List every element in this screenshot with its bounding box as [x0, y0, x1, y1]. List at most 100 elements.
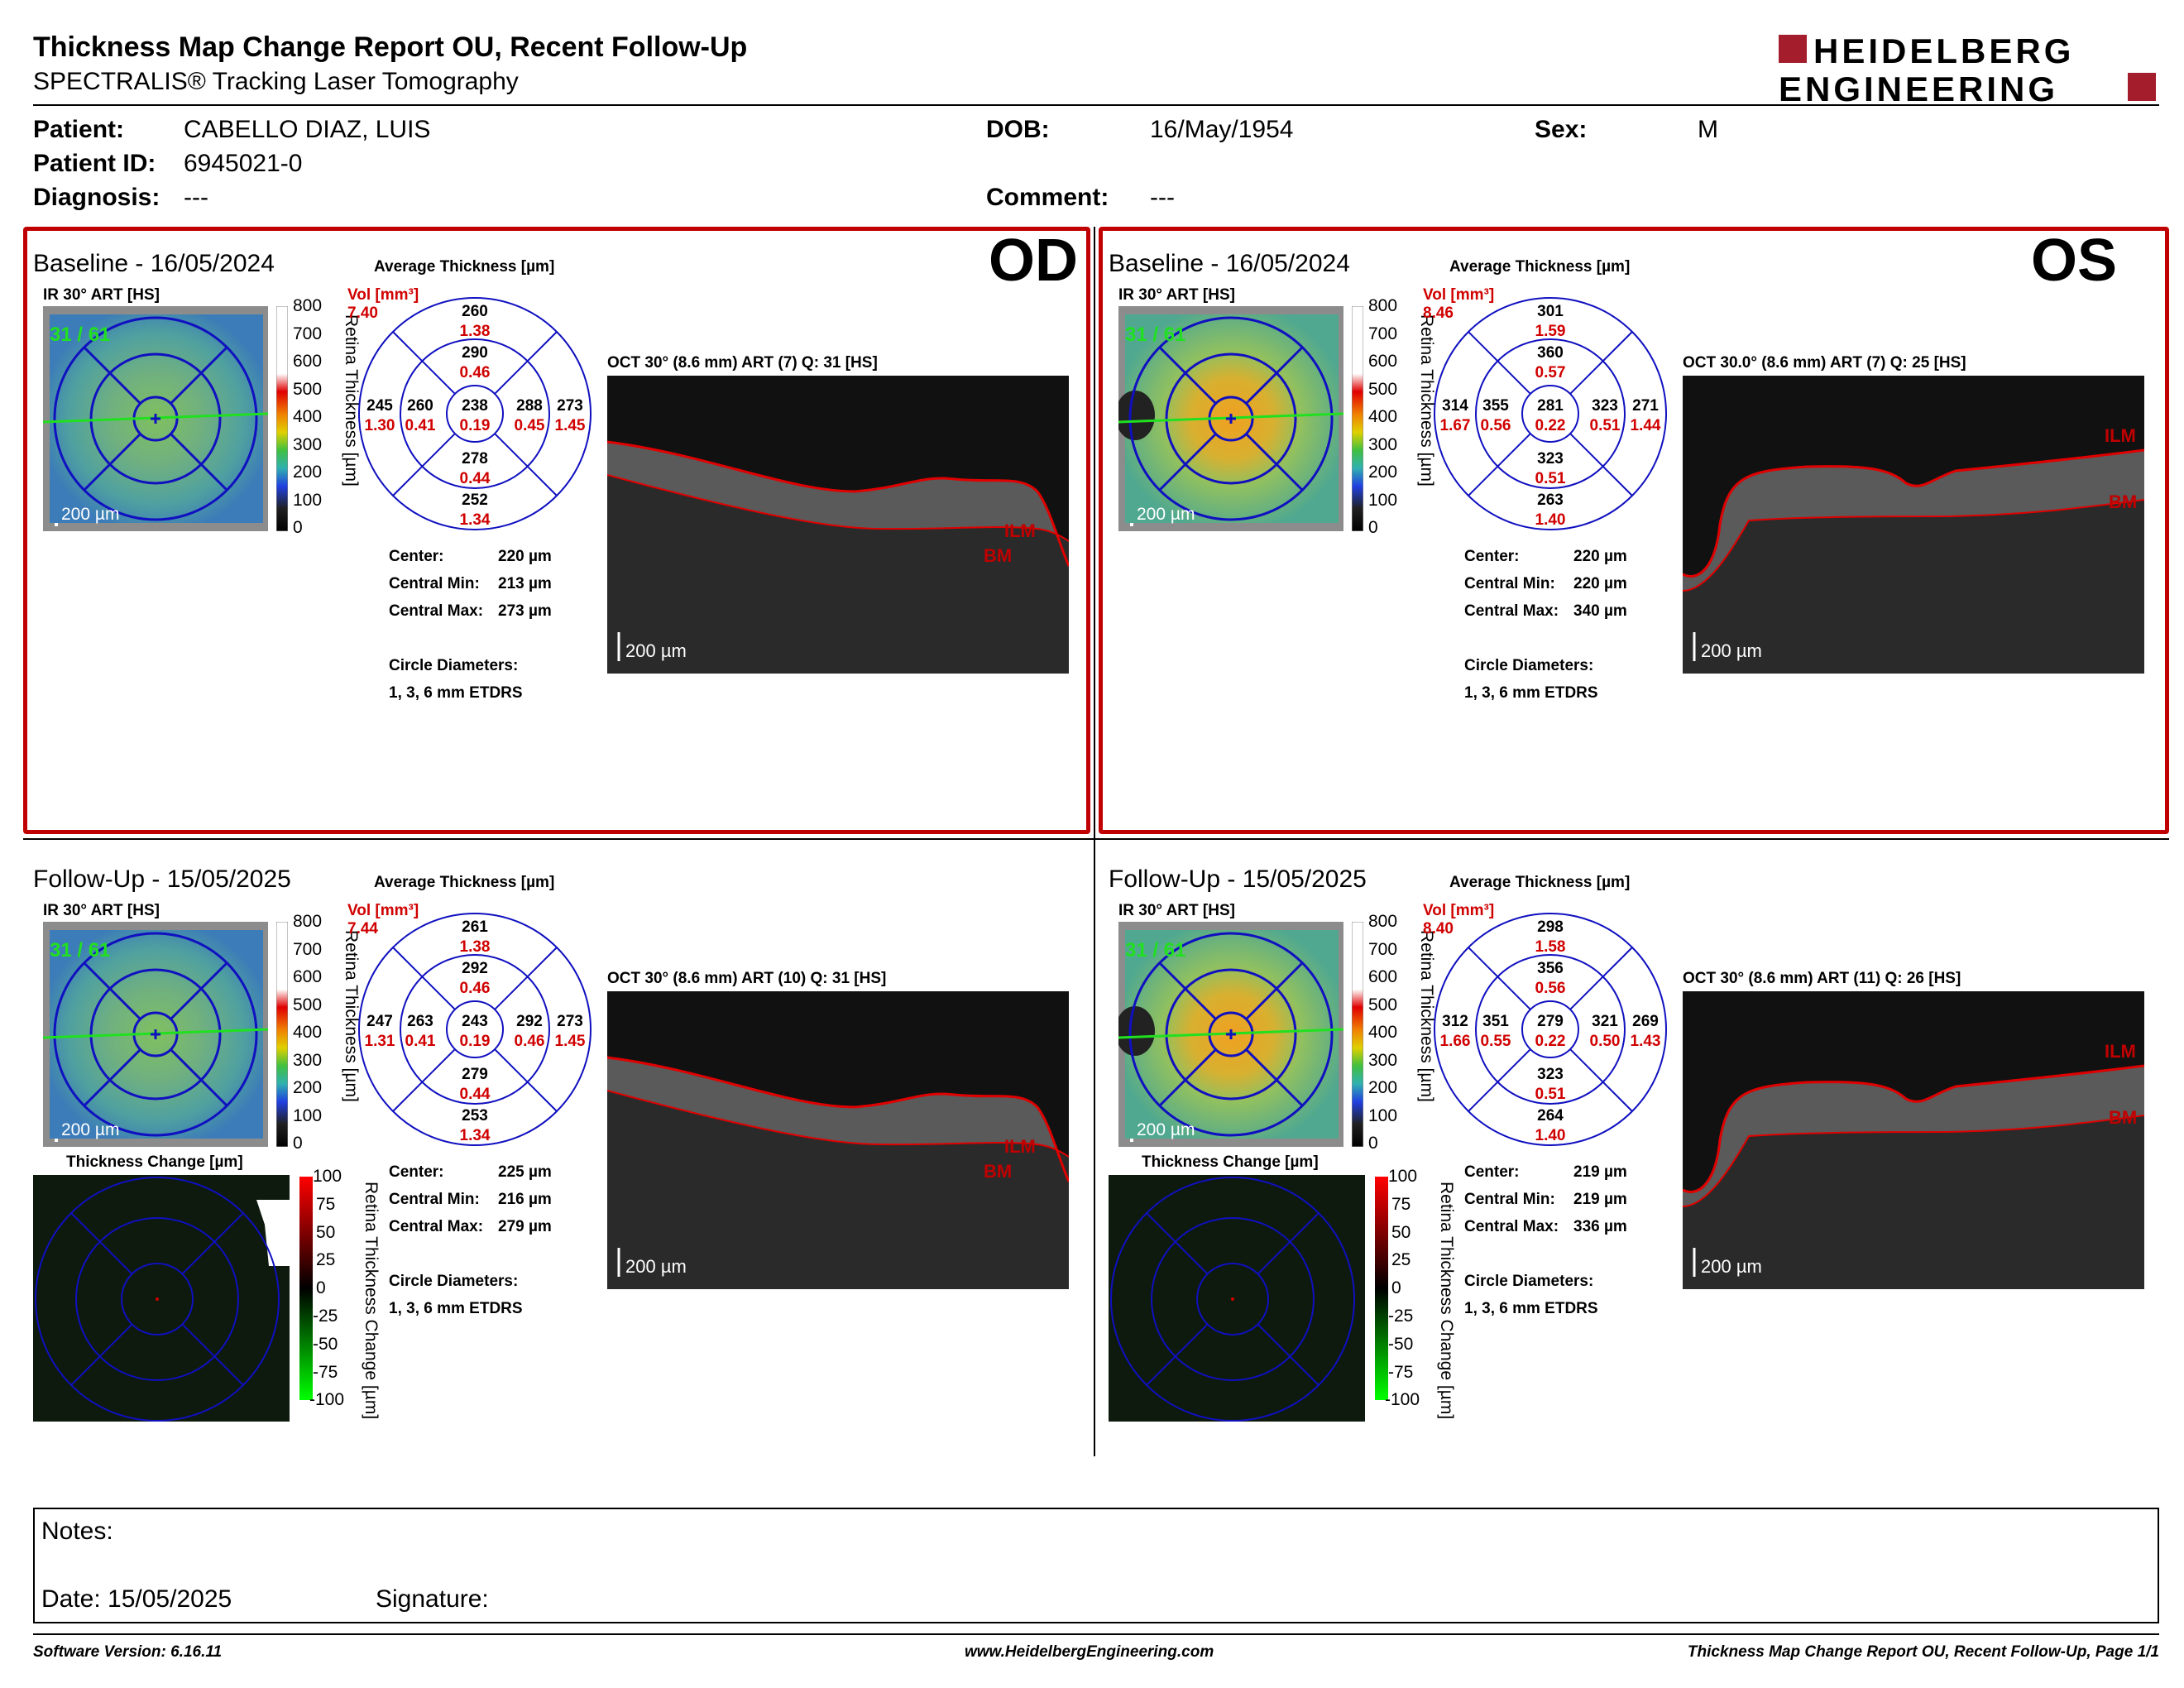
od_follow-center-value: 225 µm [498, 1163, 552, 1181]
od_baseline-ir-label: IR 30° ART [HS] [43, 286, 160, 304]
od_follow-avg-label: Average Thickness [µm] [374, 874, 555, 891]
od_baseline-grid-thick-outer-n: 273 [557, 397, 583, 415]
heidelberg-logo: HEIDELBERG ENGINEERING [1779, 31, 2156, 106]
od_baseline-oct-bscan: ILM BM 200 µm [607, 376, 1069, 674]
os_follow-colorbar-tick: 700 [1368, 939, 1398, 959]
os_baseline-grid-thick-center: 281 [1537, 397, 1564, 415]
os_follow-colorbar-tick: 400 [1368, 1023, 1398, 1042]
od_baseline-grid-thick-outer-t: 245 [366, 397, 393, 415]
os_baseline-grid-thick-inner-n: 323 [1592, 397, 1618, 415]
od_follow-circle-label: Circle Diameters: [389, 1273, 519, 1290]
od_follow-change-tick: 0 [316, 1278, 326, 1298]
od_follow-oct-label: OCT 30° (8.6 mm) ART (10) Q: 31 [HS] [607, 970, 887, 987]
os_follow-circle-value: 1, 3, 6 mm ETDRS [1464, 1300, 1598, 1317]
os_follow-ir-scale: 200 µm [1137, 1120, 1195, 1139]
os_baseline-grid-thick-inner-i: 323 [1537, 450, 1564, 468]
os_baseline-eye-label: OS [2031, 228, 2118, 294]
od_follow-grid-vol-inner-t: 0.41 [405, 1033, 436, 1050]
os_baseline-grid-thick-inner-s: 360 [1537, 344, 1564, 362]
od_baseline-colorbar-tick: 200 [293, 463, 323, 482]
os_baseline-colorbar-tick: 600 [1368, 352, 1398, 371]
od_baseline-ir-thickness-map: 31 / 61 200 µm [43, 306, 268, 531]
od_baseline-vol-total: 7.40 [347, 305, 378, 322]
os_baseline-colorbar-tick: 0 [1368, 518, 1378, 537]
os_follow-grid-vol-inner-i: 0.51 [1535, 1086, 1566, 1103]
od_follow-change-tick: -100 [309, 1390, 345, 1410]
od_follow-bm-label: BM [984, 1161, 1012, 1182]
report-subtitle: SPECTRALIS® Tracking Laser Tomography [33, 68, 519, 95]
od_follow-grid-thick-inner-i: 279 [462, 1066, 488, 1083]
os_follow-ir-thickness-map: 31 / 61 200 µm [1118, 922, 1343, 1147]
os_follow-colorbar-tick: 0 [1368, 1134, 1378, 1153]
comment-label: Comment: [986, 184, 1109, 211]
website-link[interactable]: www.HeidelbergEngineering.com [965, 1643, 1214, 1661]
od_baseline-thickness-colorbar [276, 306, 288, 531]
od_baseline-grid-thick-outer-s: 260 [462, 303, 488, 320]
od_follow-grid-vol-outer-t: 1.31 [365, 1033, 395, 1050]
od_baseline-cmax-value: 273 µm [498, 602, 552, 620]
os_follow-colorbar-tick: 600 [1368, 967, 1398, 986]
od_baseline-cmax-label: Central Max: [389, 602, 484, 620]
od_baseline-oct-label: OCT 30° (8.6 mm) ART (7) Q: 31 [HS] [607, 354, 878, 372]
os_follow-thickness-change-map [1109, 1175, 1365, 1422]
od_follow-grid-vol-outer-s: 1.38 [460, 938, 491, 956]
od_baseline-colorbar-tick: 500 [293, 379, 323, 399]
od_follow-change-bar-title: Retina Thickness Change [µm] [362, 1182, 381, 1420]
od_baseline-avg-label: Average Thickness [µm] [374, 258, 555, 276]
os_follow-grid-thick-inner-t: 351 [1482, 1013, 1509, 1030]
od_baseline-colorbar-tick: 100 [293, 490, 323, 510]
os_follow-grid-vol-inner-s: 0.56 [1535, 980, 1566, 997]
os_baseline-colorbar-tick: 100 [1368, 490, 1398, 510]
os_follow-colorbar-tick: 200 [1368, 1078, 1398, 1097]
os_baseline-grid-thick-outer-i: 263 [1537, 492, 1564, 509]
os_baseline-grid-vol-outer-t: 1.67 [1440, 417, 1471, 434]
os_baseline-grid-vol-center: 0.22 [1535, 417, 1566, 434]
notes-box [33, 1508, 2159, 1623]
os_follow-grid-vol-outer-n: 1.43 [1631, 1033, 1661, 1050]
os_baseline-center-label: Center: [1464, 548, 1520, 565]
patient-id-label: Patient ID: [33, 150, 156, 177]
od_follow-colorbar-tick: 200 [293, 1078, 323, 1097]
od_follow-colorbar-tick: 700 [293, 939, 323, 959]
od_baseline-grid-vol-center: 0.19 [460, 417, 491, 434]
os_baseline-title: Baseline - 16/05/2024 [1109, 250, 1350, 277]
os_follow-change-tick: -75 [1388, 1362, 1414, 1382]
os_follow-grid-vol-outer-t: 1.66 [1440, 1033, 1471, 1050]
os_follow-vol-label: Vol [mm³] [1423, 902, 1495, 919]
os_follow-etdrs-grid: 279 0.22 356 0.56 323 0.51 351 0.55 321 0.50 298 1.… [1434, 913, 1667, 1146]
od_baseline-grid-thick-inner-t: 260 [407, 397, 433, 415]
os_baseline-cmin-value: 220 µm [1573, 575, 1627, 592]
od_follow-thickness-change-map [33, 1175, 290, 1422]
od-baseline-frame [23, 227, 1090, 834]
od_follow-change-tick: 75 [316, 1194, 336, 1214]
os_baseline-cmax-value: 340 µm [1573, 602, 1627, 620]
os_follow-change-tick: 50 [1391, 1222, 1411, 1242]
od_follow-ir-count: 31 / 61 [50, 939, 110, 961]
os_follow-title: Follow-Up - 15/05/2025 [1109, 866, 1367, 893]
os_baseline-grid-thick-outer-t: 314 [1442, 397, 1468, 415]
od_follow-colorbar-tick: 0 [293, 1134, 303, 1153]
os_baseline-thickness-colorbar [1352, 306, 1363, 531]
os_follow-grid-vol-inner-n: 0.50 [1590, 1033, 1621, 1050]
od_baseline-grid-thick-inner-n: 288 [516, 397, 543, 415]
od_follow-grid-thick-outer-s: 261 [462, 918, 488, 936]
os_baseline-cmax-label: Central Max: [1464, 602, 1559, 620]
od_follow-ir-thickness-map: 31 / 61 200 µm [43, 922, 268, 1147]
od_baseline-colorbar-tick: 400 [293, 407, 323, 426]
os_follow-center-label: Center: [1464, 1163, 1520, 1181]
os_baseline-oct-label: OCT 30.0° (8.6 mm) ART (7) Q: 25 [HS] [1683, 354, 1966, 372]
sex-value: M [1698, 116, 1718, 143]
os_follow-grid-thick-inner-n: 321 [1592, 1013, 1618, 1030]
os_baseline-grid-thick-outer-n: 271 [1632, 397, 1659, 415]
patient-id: 6945021-0 [184, 150, 303, 177]
od_follow-grid-thick-inner-t: 263 [407, 1013, 433, 1030]
os_baseline-vol-label: Vol [mm³] [1423, 286, 1495, 304]
od_follow-change-colorbar [299, 1177, 313, 1400]
os_baseline-grid-vol-inner-i: 0.51 [1535, 470, 1566, 487]
od_follow-grid-thick-outer-n: 273 [557, 1013, 583, 1030]
od_follow-grid-thick-inner-n: 292 [516, 1013, 543, 1030]
os_baseline-vol-total: 8.46 [1423, 305, 1454, 322]
os_follow-colorbar-tick: 500 [1368, 995, 1398, 1014]
os_follow-colorbar-tick: 300 [1368, 1050, 1398, 1070]
od_follow-change-tick: 25 [316, 1250, 336, 1270]
